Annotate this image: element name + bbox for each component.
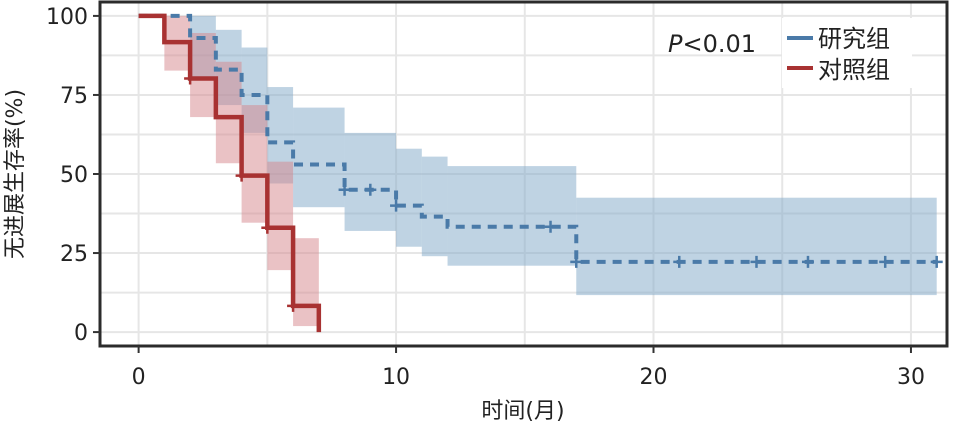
p-symbol: P [668, 30, 683, 58]
p-value-annotation: P<0.01 [668, 30, 756, 58]
control-censor-mark [287, 299, 300, 312]
y-tick-label: 100 [46, 5, 88, 30]
study-censor-mark [364, 183, 377, 196]
control-censor-mark [235, 169, 248, 182]
study-censor-mark [338, 183, 351, 196]
study-censor-mark [750, 255, 763, 268]
study-survival-curve [138, 13, 937, 264]
study-censor-mark [390, 199, 403, 212]
x-axis-label: 时间(月) [481, 399, 564, 424]
survival-curves [138, 13, 943, 333]
p-value: <0.01 [682, 30, 756, 58]
study-ci-band [576, 197, 937, 296]
study-censor-mark [801, 255, 814, 268]
study-ci-band [447, 166, 577, 266]
study-censor-mark [544, 220, 557, 233]
study-ci-band [421, 156, 448, 257]
control-ci-band [215, 61, 242, 164]
y-tick-label: 50 [60, 163, 88, 188]
legend-box [782, 18, 912, 88]
study-censor-mark [930, 255, 943, 268]
axis-ticks: 0 10 20 30 0 25 50 75 100 [46, 5, 925, 390]
y-axis-label: 无进展生存率(%) [3, 89, 28, 259]
legend-label-control: 对照组 [818, 56, 890, 84]
confidence-bands [164, 15, 937, 327]
x-tick-label: 10 [382, 365, 410, 390]
x-tick-label: 30 [897, 365, 925, 390]
control-ci-band [267, 161, 294, 271]
study-censor-mark [673, 255, 686, 268]
control-censor-mark [261, 221, 274, 234]
x-tick-label: 0 [132, 365, 146, 390]
legend-label-study: 研究组 [818, 25, 890, 53]
control-ci-band [293, 238, 319, 327]
control-ci-band [241, 105, 268, 223]
study-ci-band [293, 107, 345, 208]
y-tick-label: 0 [74, 321, 88, 346]
control-ci-band [190, 32, 216, 118]
legend: P<0.01 研究组 对照组 [668, 18, 912, 88]
control-survival-curve [138, 13, 322, 333]
control-censor-mark [184, 72, 197, 85]
y-tick-label: 25 [60, 242, 88, 267]
study-ci-band [396, 148, 422, 247]
x-tick-label: 20 [640, 365, 668, 390]
study-ci-band [344, 132, 397, 231]
study-censor-mark [570, 255, 583, 268]
study-censor-mark [879, 255, 892, 268]
y-tick-label: 75 [60, 84, 88, 109]
